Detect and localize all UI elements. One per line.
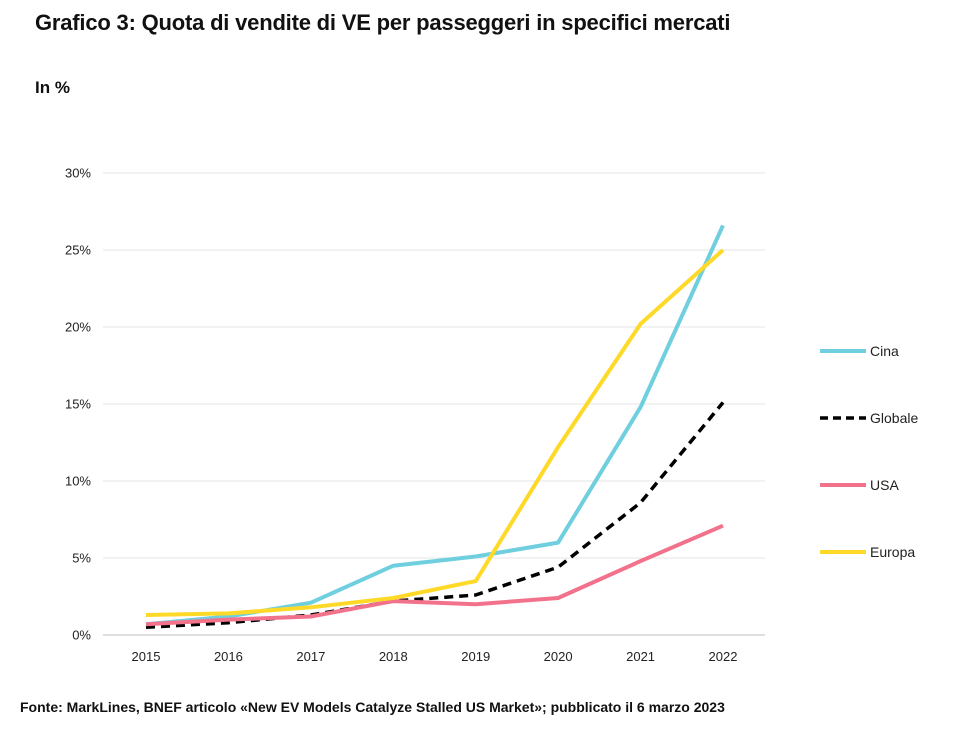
x-tick-label: 2022 bbox=[709, 649, 738, 664]
series-line-usa bbox=[145, 523, 724, 627]
x-tick-label: 2019 bbox=[461, 649, 490, 664]
source-note: Fonte: MarkLines, BNEF articolo «New EV … bbox=[20, 699, 725, 715]
legend-label-europa: Europa bbox=[870, 544, 915, 560]
legend-label-globale: Globale bbox=[870, 410, 918, 426]
series-line-europa bbox=[145, 248, 725, 617]
unit-label: In % bbox=[35, 78, 70, 97]
line-chart: 0% 5% 10% 15% 20% 25% 30% 2015 2016 2017 2018 2019 2… bbox=[65, 166, 919, 665]
x-tick-label: 2015 bbox=[132, 649, 161, 664]
legend: Cina Globale USA Europa bbox=[820, 343, 918, 560]
x-tick-label: 2020 bbox=[544, 649, 573, 664]
chart-title: Grafico 3: Quota di vendite di VE per pa… bbox=[35, 10, 731, 35]
axes: 0% 5% 10% 15% 20% 25% 30% 2015 2016 2017 2018 2019 2… bbox=[65, 166, 765, 664]
x-tick-label: 2018 bbox=[379, 649, 408, 664]
y-tick-label: 15% bbox=[65, 397, 91, 412]
legend-label-usa: USA bbox=[870, 477, 899, 493]
legend-label-cina: Cina bbox=[870, 343, 899, 359]
y-tick-label: 0% bbox=[72, 628, 91, 643]
series-lines bbox=[145, 224, 725, 630]
series-line-globale bbox=[145, 401, 725, 630]
y-tick-label: 25% bbox=[65, 243, 91, 258]
x-tick-label: 2016 bbox=[214, 649, 243, 664]
y-tick-label: 30% bbox=[65, 166, 91, 181]
gridlines bbox=[103, 172, 765, 559]
y-tick-label: 20% bbox=[65, 320, 91, 335]
y-tick-label: 10% bbox=[65, 474, 91, 489]
y-tick-label: 5% bbox=[72, 551, 91, 566]
x-tick-label: 2017 bbox=[296, 649, 325, 664]
x-tick-label: 2021 bbox=[626, 649, 655, 664]
